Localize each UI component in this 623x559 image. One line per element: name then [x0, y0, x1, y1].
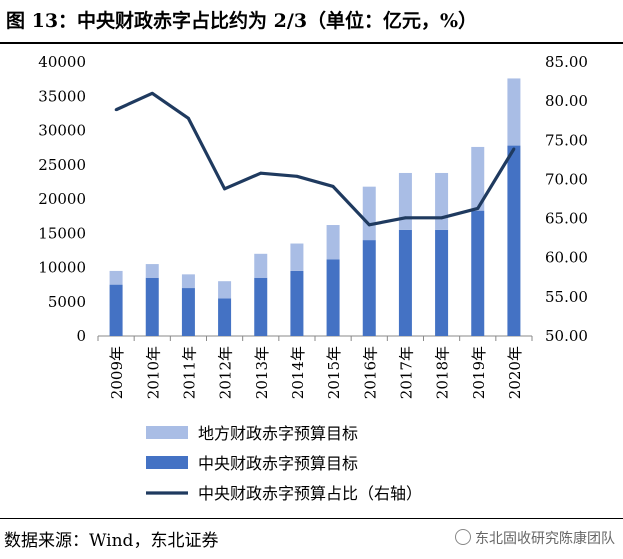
- central-deficit-bar: [181, 288, 195, 336]
- right-axis-tick-label: 60.00: [545, 249, 588, 267]
- legend-share-label: 中央财政赤字预算占比（右轴）: [198, 484, 422, 503]
- legend-central-swatch: [146, 456, 188, 469]
- left-axis-tick-label: 25000: [38, 156, 86, 174]
- right-axis-tick-label: 50.00: [545, 327, 588, 345]
- local-deficit-bar: [435, 172, 449, 230]
- watermark: 东北固收研究陈康团队: [455, 528, 615, 548]
- wechat-icon: [455, 529, 471, 545]
- x-axis-category-label: 2018年: [434, 346, 452, 399]
- right-axis-tick-label: 65.00: [545, 210, 588, 228]
- central-share-point: [367, 223, 371, 227]
- x-axis-category-label: 2012年: [217, 346, 235, 399]
- footer-divider: [0, 518, 623, 519]
- right-axis-tick-label: 70.00: [545, 170, 588, 188]
- central-deficit-bar: [362, 240, 376, 336]
- central-share-point: [114, 108, 118, 112]
- central-deficit-bar: [507, 145, 521, 336]
- right-axis-tick-label: 80.00: [545, 92, 588, 110]
- left-axis-tick-label: 5000: [48, 293, 86, 311]
- left-axis-tick-label: 35000: [38, 87, 86, 105]
- central-deficit-bar: [145, 277, 159, 336]
- x-axis-category-label: 2009年: [108, 346, 126, 399]
- central-deficit-bar: [435, 229, 449, 336]
- local-deficit-bar: [254, 253, 268, 278]
- central-deficit-bar: [398, 229, 412, 336]
- x-axis-category-label: 2013年: [253, 346, 271, 399]
- left-axis-tick-label: 40000: [38, 53, 86, 71]
- central-share-point: [404, 216, 407, 220]
- title-divider: [0, 42, 623, 44]
- legend-local-swatch: [146, 426, 188, 439]
- right-axis-tick-label: 85.00: [545, 53, 588, 71]
- central-share-point: [259, 171, 263, 175]
- local-deficit-bar: [471, 146, 485, 211]
- left-axis-tick-label: 0: [76, 327, 86, 345]
- central-share-point: [150, 91, 154, 95]
- central-deficit-bar: [254, 277, 268, 336]
- right-axis-tick-label: 75.00: [545, 131, 588, 149]
- x-axis-category-label: 2014年: [289, 346, 307, 399]
- watermark-text: 东北固收研究陈康团队: [475, 531, 615, 547]
- central-share-point: [187, 116, 190, 120]
- central-share-point: [512, 147, 516, 151]
- x-axis-category-label: 2017年: [397, 346, 415, 399]
- x-axis-category-label: 2015年: [325, 346, 343, 399]
- local-deficit-bar: [145, 264, 159, 278]
- local-deficit-bar: [398, 172, 412, 230]
- chart-title: 图 13：中央财政赤字占比约为 2/3（单位：亿元，%）: [6, 10, 478, 32]
- central-share-point: [295, 174, 299, 178]
- local-deficit-bar: [290, 243, 304, 271]
- central-deficit-bar: [109, 284, 123, 336]
- central-deficit-bar: [218, 298, 232, 336]
- central-deficit-bar: [290, 270, 304, 336]
- central-deficit-bar: [471, 210, 485, 336]
- local-deficit-bar: [181, 274, 195, 289]
- legend-local-label: 地方财政赤字预算目标: [198, 424, 358, 443]
- central-share-line: [115, 91, 516, 227]
- central-deficit-bar: [326, 259, 340, 336]
- legend-central-label: 中央财政赤字预算目标: [198, 454, 358, 473]
- x-axis-category-label: 2019年: [470, 346, 488, 399]
- central-share-point: [331, 185, 335, 188]
- right-axis-tick-label: 55.00: [545, 288, 588, 306]
- local-deficit-bar: [507, 78, 521, 146]
- left-axis-tick-label: 10000: [38, 259, 86, 277]
- left-axis-tick-label: 30000: [38, 122, 86, 140]
- central-share-point: [476, 206, 480, 210]
- central-share-point: [440, 216, 443, 220]
- local-deficit-bar: [326, 225, 340, 260]
- source-note: 数据来源：Wind，东北证券: [4, 531, 219, 551]
- x-axis-category-label: 2016年: [361, 346, 379, 399]
- central-share-point: [223, 187, 226, 191]
- local-deficit-bar: [362, 186, 376, 241]
- chart-area: 40000 35000 30000 25000 20000 15000 10000 5000 0…: [38, 53, 588, 503]
- local-deficit-bar: [218, 281, 232, 299]
- x-axis-category-label: 2020年: [506, 346, 524, 399]
- left-axis-tick-label: 20000: [38, 190, 86, 208]
- x-axis-category-label: 2010年: [144, 346, 162, 399]
- x-axis-category-label: 2011年: [180, 346, 198, 399]
- left-axis-tick-label: 15000: [38, 224, 86, 242]
- local-deficit-bar: [109, 270, 123, 285]
